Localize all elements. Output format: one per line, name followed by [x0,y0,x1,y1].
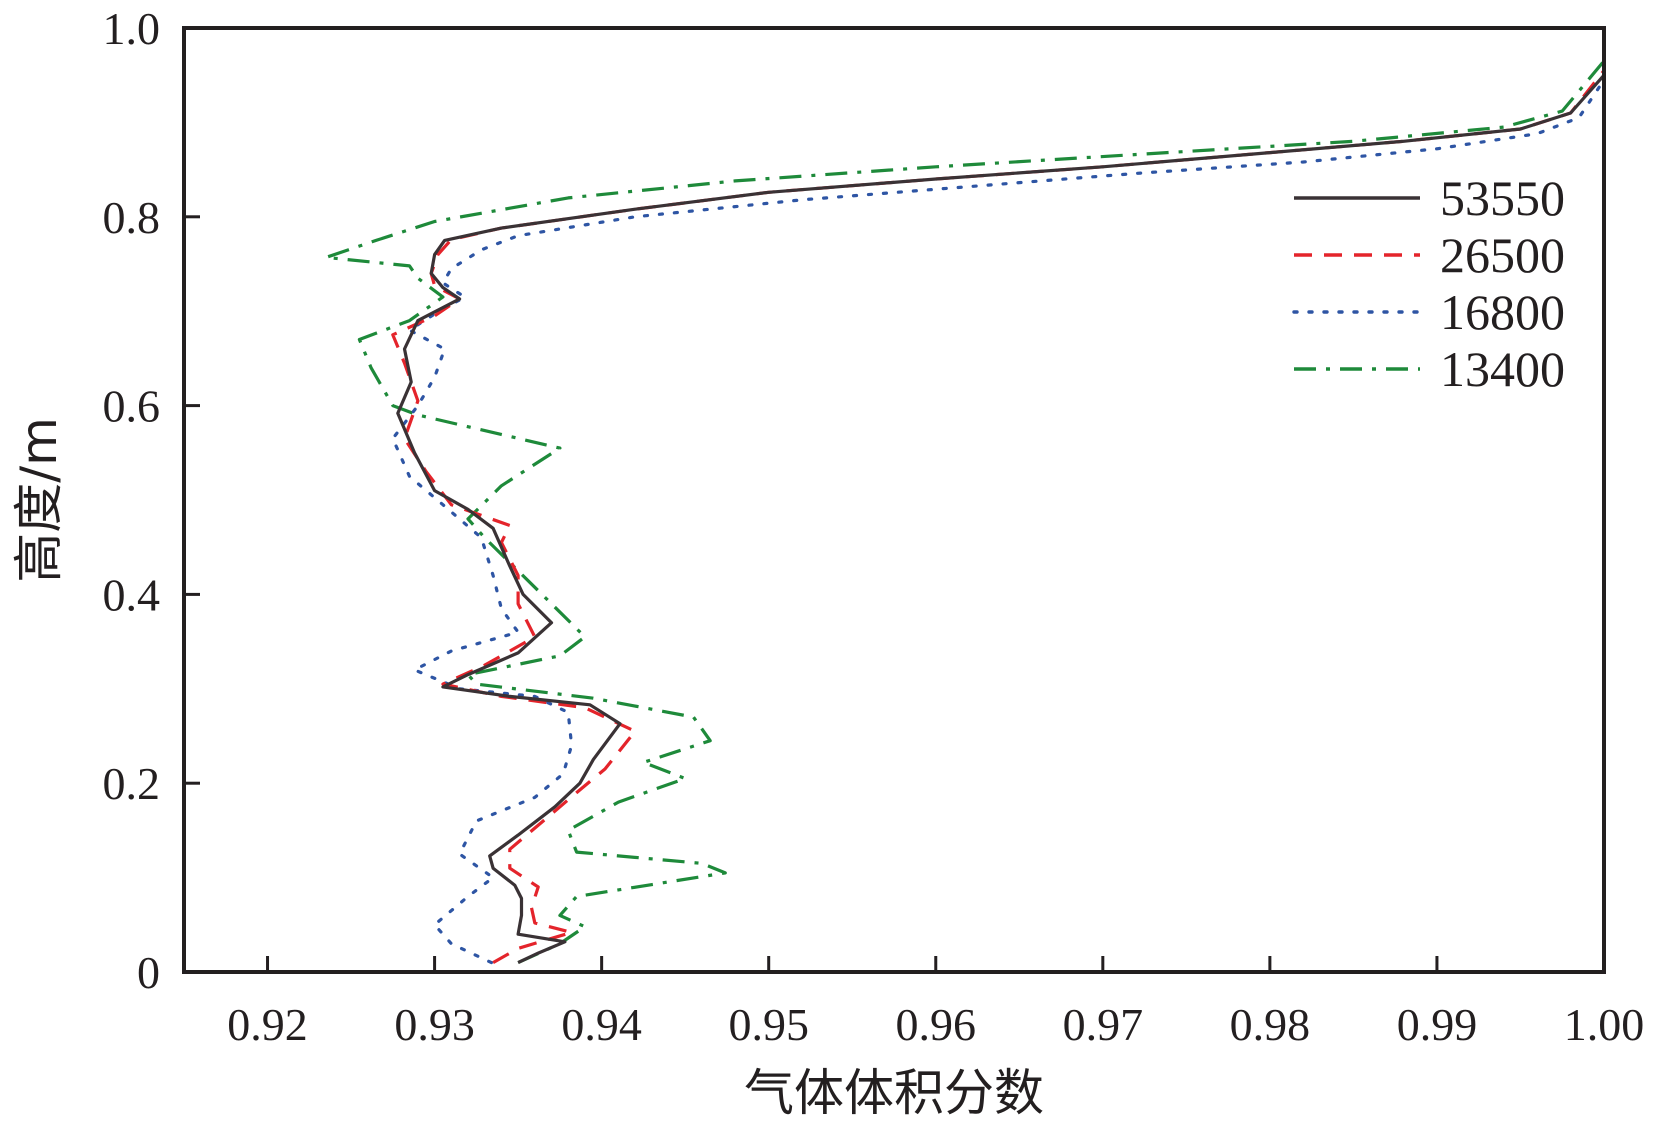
plot-frame [182,26,1606,974]
y-tick-label: 0.8 [103,192,161,243]
x-tick-label: 0.97 [1063,999,1144,1050]
legend-label-16800: 16800 [1440,284,1565,340]
y-tick-label: 0 [137,947,160,998]
x-tick-label: 0.93 [394,999,475,1050]
x-tick-label: 0.95 [728,999,809,1050]
y-axis-title: 高度/m [10,417,68,583]
x-tick-label: 0.94 [561,999,642,1050]
y-tick-label: 0.2 [103,758,161,809]
x-tick-labels: 0.92 0.93 0.94 0.95 0.96 0.97 0.98 0.99 1.00 [227,999,1644,1050]
x-tick-label: 0.92 [227,999,308,1050]
y-tick-label: 0.4 [103,569,161,620]
axis-ticks [184,26,1606,974]
series-line-16800 [391,78,1606,965]
y-tick-label: 1.0 [103,3,161,54]
x-tick-label: 0.98 [1230,999,1311,1050]
x-tick-label: 0.96 [896,999,977,1050]
legend-label-26500: 26500 [1440,227,1565,283]
legend-label-13400: 13400 [1440,341,1565,397]
legend-label-53550: 53550 [1440,170,1565,226]
series-line-53550 [396,74,1606,965]
y-tick-labels: 0 0.2 0.4 0.6 0.8 1.0 [103,3,161,998]
series-layer [324,59,1606,965]
series-line-13400 [324,59,1606,965]
x-tick-label: 0.99 [1397,999,1478,1050]
x-tick-label: 1.00 [1564,999,1645,1050]
series-line-26500 [391,69,1606,964]
x-axis-title: 气体体积分数 [744,1064,1044,1122]
y-tick-label: 0.6 [103,381,161,432]
